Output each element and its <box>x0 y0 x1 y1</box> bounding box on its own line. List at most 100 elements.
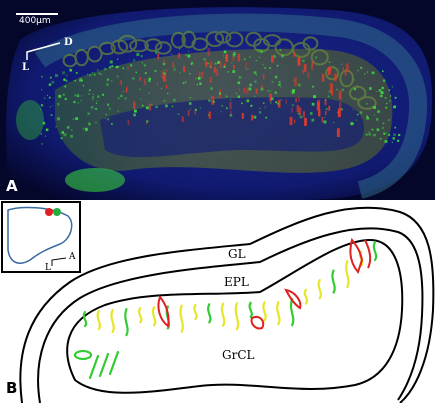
green-speckle <box>49 83 51 85</box>
green-speckle <box>165 105 168 108</box>
green-speckle <box>231 63 232 64</box>
green-column <box>100 354 108 376</box>
green-speckle <box>230 114 233 117</box>
red-speckle <box>294 77 297 86</box>
green-speckle <box>279 81 281 83</box>
green-speckle <box>49 97 51 99</box>
green-speckle <box>225 57 226 58</box>
green-speckle <box>52 105 53 106</box>
red-speckle <box>245 66 246 70</box>
lateral-label: L <box>22 62 29 73</box>
green-speckle <box>171 54 172 55</box>
red-speckle <box>263 74 265 79</box>
green-speckle <box>149 78 151 80</box>
green-speckle <box>164 70 166 72</box>
green-speckle <box>249 56 251 58</box>
green-speckle <box>244 58 246 60</box>
green-speckle <box>294 80 295 81</box>
inset-red-dot <box>45 208 53 216</box>
green-speckle <box>360 67 362 69</box>
green-speckle <box>260 108 261 109</box>
green-speckle <box>180 72 181 73</box>
green-column <box>291 299 293 325</box>
green-speckle <box>224 51 227 54</box>
panel-a-label: A <box>6 177 18 195</box>
green-speckle <box>372 72 375 75</box>
green-speckle <box>357 70 358 71</box>
green-speckle <box>104 68 107 71</box>
red-speckle <box>256 89 258 94</box>
green-speckle <box>58 95 61 98</box>
green-speckle <box>382 127 384 129</box>
green-speckle <box>275 101 277 103</box>
green-speckle <box>64 133 67 136</box>
green-speckle <box>382 87 384 89</box>
green-speckle <box>70 135 73 138</box>
green-speckle <box>223 55 224 56</box>
green-speckle <box>383 123 385 125</box>
green-speckle <box>259 56 261 58</box>
green-speckle <box>256 74 257 75</box>
red-speckle <box>214 67 216 73</box>
green-speckle <box>145 72 147 74</box>
green-speckle <box>279 49 281 51</box>
green-speckle <box>110 60 113 63</box>
green-speckle <box>280 87 281 88</box>
green-speckle <box>262 64 263 65</box>
green-speckle <box>232 70 235 73</box>
green-speckle <box>215 63 217 65</box>
red-speckle <box>345 70 347 75</box>
red-column <box>365 240 370 268</box>
green-speckle <box>278 84 280 86</box>
red-speckle <box>303 70 304 73</box>
inset-green-dot <box>53 208 61 216</box>
gl-outline <box>20 208 433 403</box>
red-speckle <box>328 67 331 75</box>
green-speckle <box>341 89 344 92</box>
green-speckle <box>122 68 124 70</box>
green-speckle <box>197 84 198 85</box>
green-speckle <box>367 71 368 72</box>
green-column <box>250 303 252 317</box>
green-speckle <box>163 63 166 66</box>
green-speckle <box>270 90 271 91</box>
green-speckle <box>183 65 184 66</box>
red-speckle <box>133 102 135 109</box>
red-speckle <box>229 102 231 109</box>
green-speckle <box>167 93 168 94</box>
green-speckle <box>51 114 53 116</box>
green-speckle <box>210 87 212 89</box>
green-speckle <box>275 76 278 79</box>
green-speckle <box>247 68 248 69</box>
green-speckle <box>66 75 67 76</box>
green-speckle <box>87 74 88 75</box>
green-speckle <box>191 63 193 65</box>
red-speckle <box>339 91 342 100</box>
red-speckle <box>325 111 326 115</box>
yellow-column <box>263 302 265 320</box>
green-speckle <box>189 73 190 74</box>
green-speckle <box>56 126 57 127</box>
green-speckle <box>281 54 284 57</box>
red-speckle <box>304 118 307 126</box>
red-speckle <box>139 77 140 81</box>
red-speckle <box>343 67 344 70</box>
green-speckle <box>329 62 330 63</box>
green-speckle <box>83 128 85 130</box>
green-speckle <box>64 86 66 88</box>
green-speckle <box>269 67 271 69</box>
red-speckle <box>178 53 180 58</box>
green-speckle <box>312 103 315 106</box>
red-column <box>158 297 168 326</box>
green-speckle <box>253 116 256 119</box>
green-speckle <box>41 143 42 144</box>
green-column <box>332 271 334 293</box>
red-speckle <box>246 62 247 66</box>
green-speckle <box>148 93 149 94</box>
green-speckle <box>198 77 201 80</box>
green-speckle <box>133 59 135 61</box>
green-speckle <box>120 95 122 97</box>
green-speckle <box>61 137 63 139</box>
green-speckle <box>298 113 300 115</box>
green-patch <box>65 168 125 192</box>
